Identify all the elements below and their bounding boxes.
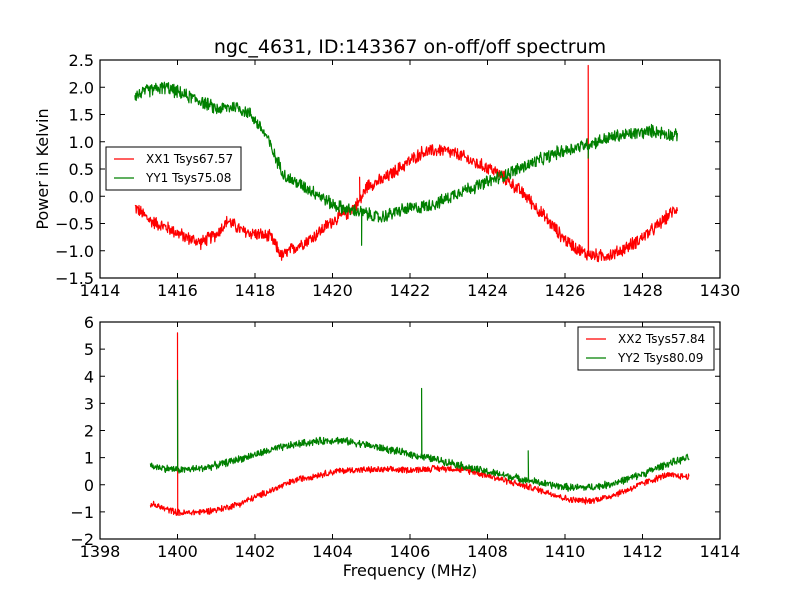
y-tick-label: 6	[84, 313, 94, 332]
top-legend: XX1 Tsys67.57 YY1 Tsys75.08	[105, 146, 242, 191]
x-tick-label: 1416	[157, 281, 198, 300]
x-tick-label: 1414	[80, 281, 121, 300]
top-legend-box	[105, 146, 242, 191]
series-line-yy1	[134, 81, 678, 246]
x-tick-label: 1418	[235, 281, 276, 300]
y-tick-label: 1.5	[69, 106, 94, 125]
bottom-legend: XX2 Tsys57.84 YY2 Tsys80.09	[577, 326, 715, 371]
bottom-ticks: 1398 1400 1402 1404 1406 1408 1410 1412 1414−2−1…	[70, 313, 740, 561]
y-tick-label: 1.0	[69, 133, 94, 152]
x-tick-label: 1420	[312, 281, 353, 300]
legend-label-yy2: YY2 Tsys80.09	[617, 351, 703, 365]
x-tick-label: 1408	[467, 542, 508, 561]
y-tick-label: 2	[84, 422, 94, 441]
y-tick-label: 1	[84, 449, 94, 468]
bottom-axes: 1398 1400 1402 1404 1406 1408 1410 1412 1414−2−1…	[70, 313, 740, 580]
x-tick-label: 1430	[700, 281, 741, 300]
y-tick-label: 2.0	[69, 78, 94, 97]
y-tick-label: 4	[84, 367, 94, 386]
y-tick-label: 2.5	[69, 51, 94, 70]
x-tick-label: 1424	[467, 281, 508, 300]
y-tick-label: −1	[70, 503, 94, 522]
chart-title: ngc_4631, ID:143367 on-off/off spectrum	[214, 36, 606, 58]
series-line-yy2	[149, 379, 690, 492]
x-tick-label: 1404	[312, 542, 353, 561]
x-tick-label: 1406	[390, 542, 431, 561]
x-tick-label: 1400	[157, 542, 198, 561]
y-tick-label: −0.5	[55, 215, 94, 234]
x-tick-label: 1422	[390, 281, 431, 300]
y-tick-label: 0.0	[69, 187, 94, 206]
series-line-xx2	[149, 332, 690, 516]
y-tick-label: 3	[84, 394, 94, 413]
bottom-legend-box	[577, 326, 715, 371]
y-tick-label: 0	[84, 476, 94, 495]
top-series-layer	[134, 64, 678, 263]
legend-label-xx1: XX1 Tsys67.57	[146, 152, 233, 166]
x-tick-label: 1426	[545, 281, 586, 300]
y-tick-label: −1.0	[55, 242, 94, 261]
x-tick-label: 1398	[80, 542, 121, 561]
top-ticks: 1414 1416 1418 1420 1422 1424 1426 1428 1430 −1.5…	[55, 51, 740, 300]
legend-label-yy1: YY1 Tsys75.08	[145, 171, 231, 185]
x-tick-label: 1412	[622, 542, 663, 561]
top-axes: 1414 1416 1418 1420 1422 1424 1426 1428 1430 −1.5…	[33, 51, 740, 300]
x-tick-label: 1410	[545, 542, 586, 561]
y-tick-label: 0.5	[69, 160, 94, 179]
y-tick-label: −2	[70, 530, 94, 549]
x-tick-label: 1402	[235, 542, 276, 561]
top-y-axis-label: Power in Kelvin	[33, 108, 52, 229]
y-tick-label: −1.5	[55, 269, 94, 288]
y-tick-label: 5	[84, 340, 94, 359]
bottom-x-axis-label: Frequency (MHz)	[343, 561, 477, 580]
x-tick-label: 1428	[622, 281, 663, 300]
series-line-xx1	[134, 64, 678, 263]
legend-label-xx2: XX2 Tsys57.84	[618, 332, 705, 346]
bottom-series-layer	[149, 332, 690, 516]
x-tick-label: 1414	[700, 542, 741, 561]
